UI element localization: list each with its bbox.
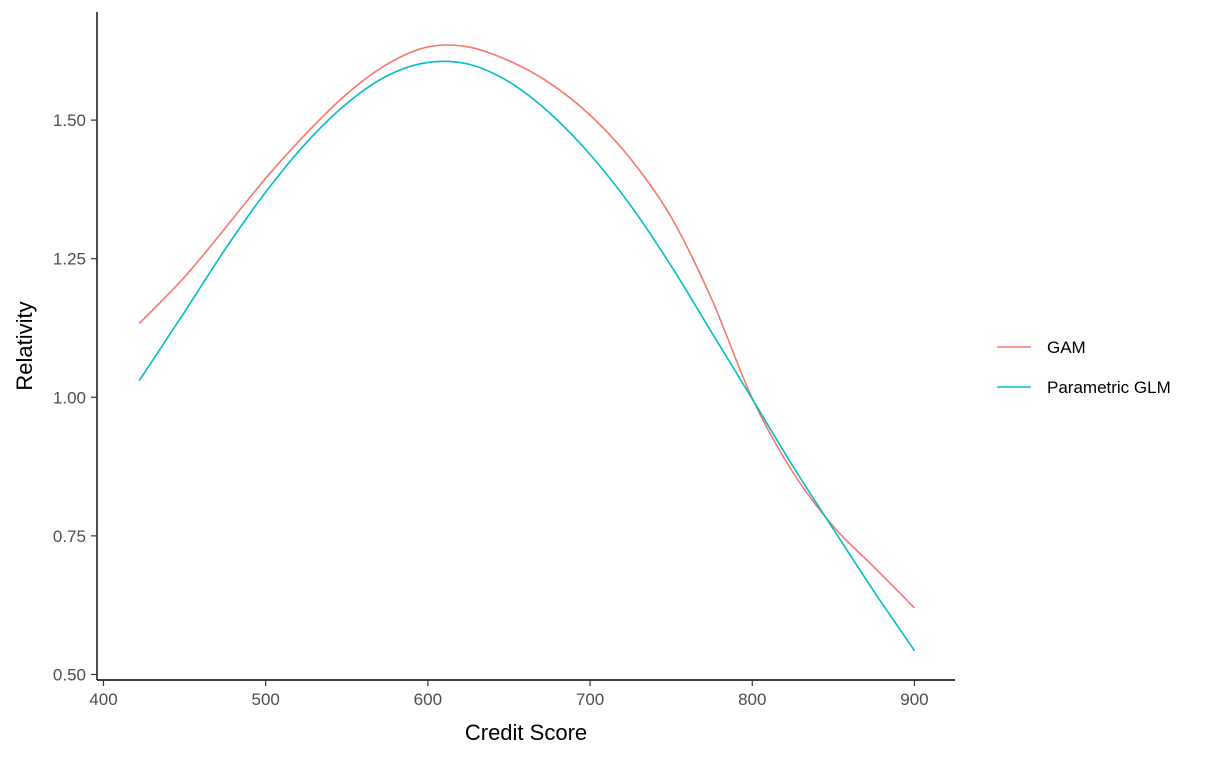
legend: GAM Parametric GLM [997, 338, 1171, 397]
y-axis-title: Relativity [12, 301, 37, 390]
y-tick-label: 1.25 [53, 250, 86, 269]
x-tick-label: 500 [251, 690, 279, 709]
series-lines [138, 44, 916, 652]
x-tick-label: 800 [738, 690, 766, 709]
x-axis-title: Credit Score [465, 720, 587, 745]
x-tick-label: 900 [900, 690, 928, 709]
axes: 400 500 600 700 800 900 0.50 0.75 1.00 1.25 1.50 [53, 12, 955, 709]
y-tick-label: 1.00 [53, 388, 86, 407]
x-tick-label: 700 [576, 690, 604, 709]
y-tick-label: 0.75 [53, 527, 86, 546]
series-line-parametric-glm [138, 60, 916, 652]
series-line-gam [138, 44, 916, 609]
x-tick-label: 400 [89, 690, 117, 709]
y-tick-label: 0.50 [53, 665, 86, 684]
y-tick-label: 1.50 [53, 111, 86, 130]
legend-label-gam: GAM [1047, 338, 1086, 357]
legend-label-parametric-glm: Parametric GLM [1047, 378, 1171, 397]
axis-labels: Credit Score Relativity [12, 301, 587, 745]
x-tick-label: 600 [414, 690, 442, 709]
